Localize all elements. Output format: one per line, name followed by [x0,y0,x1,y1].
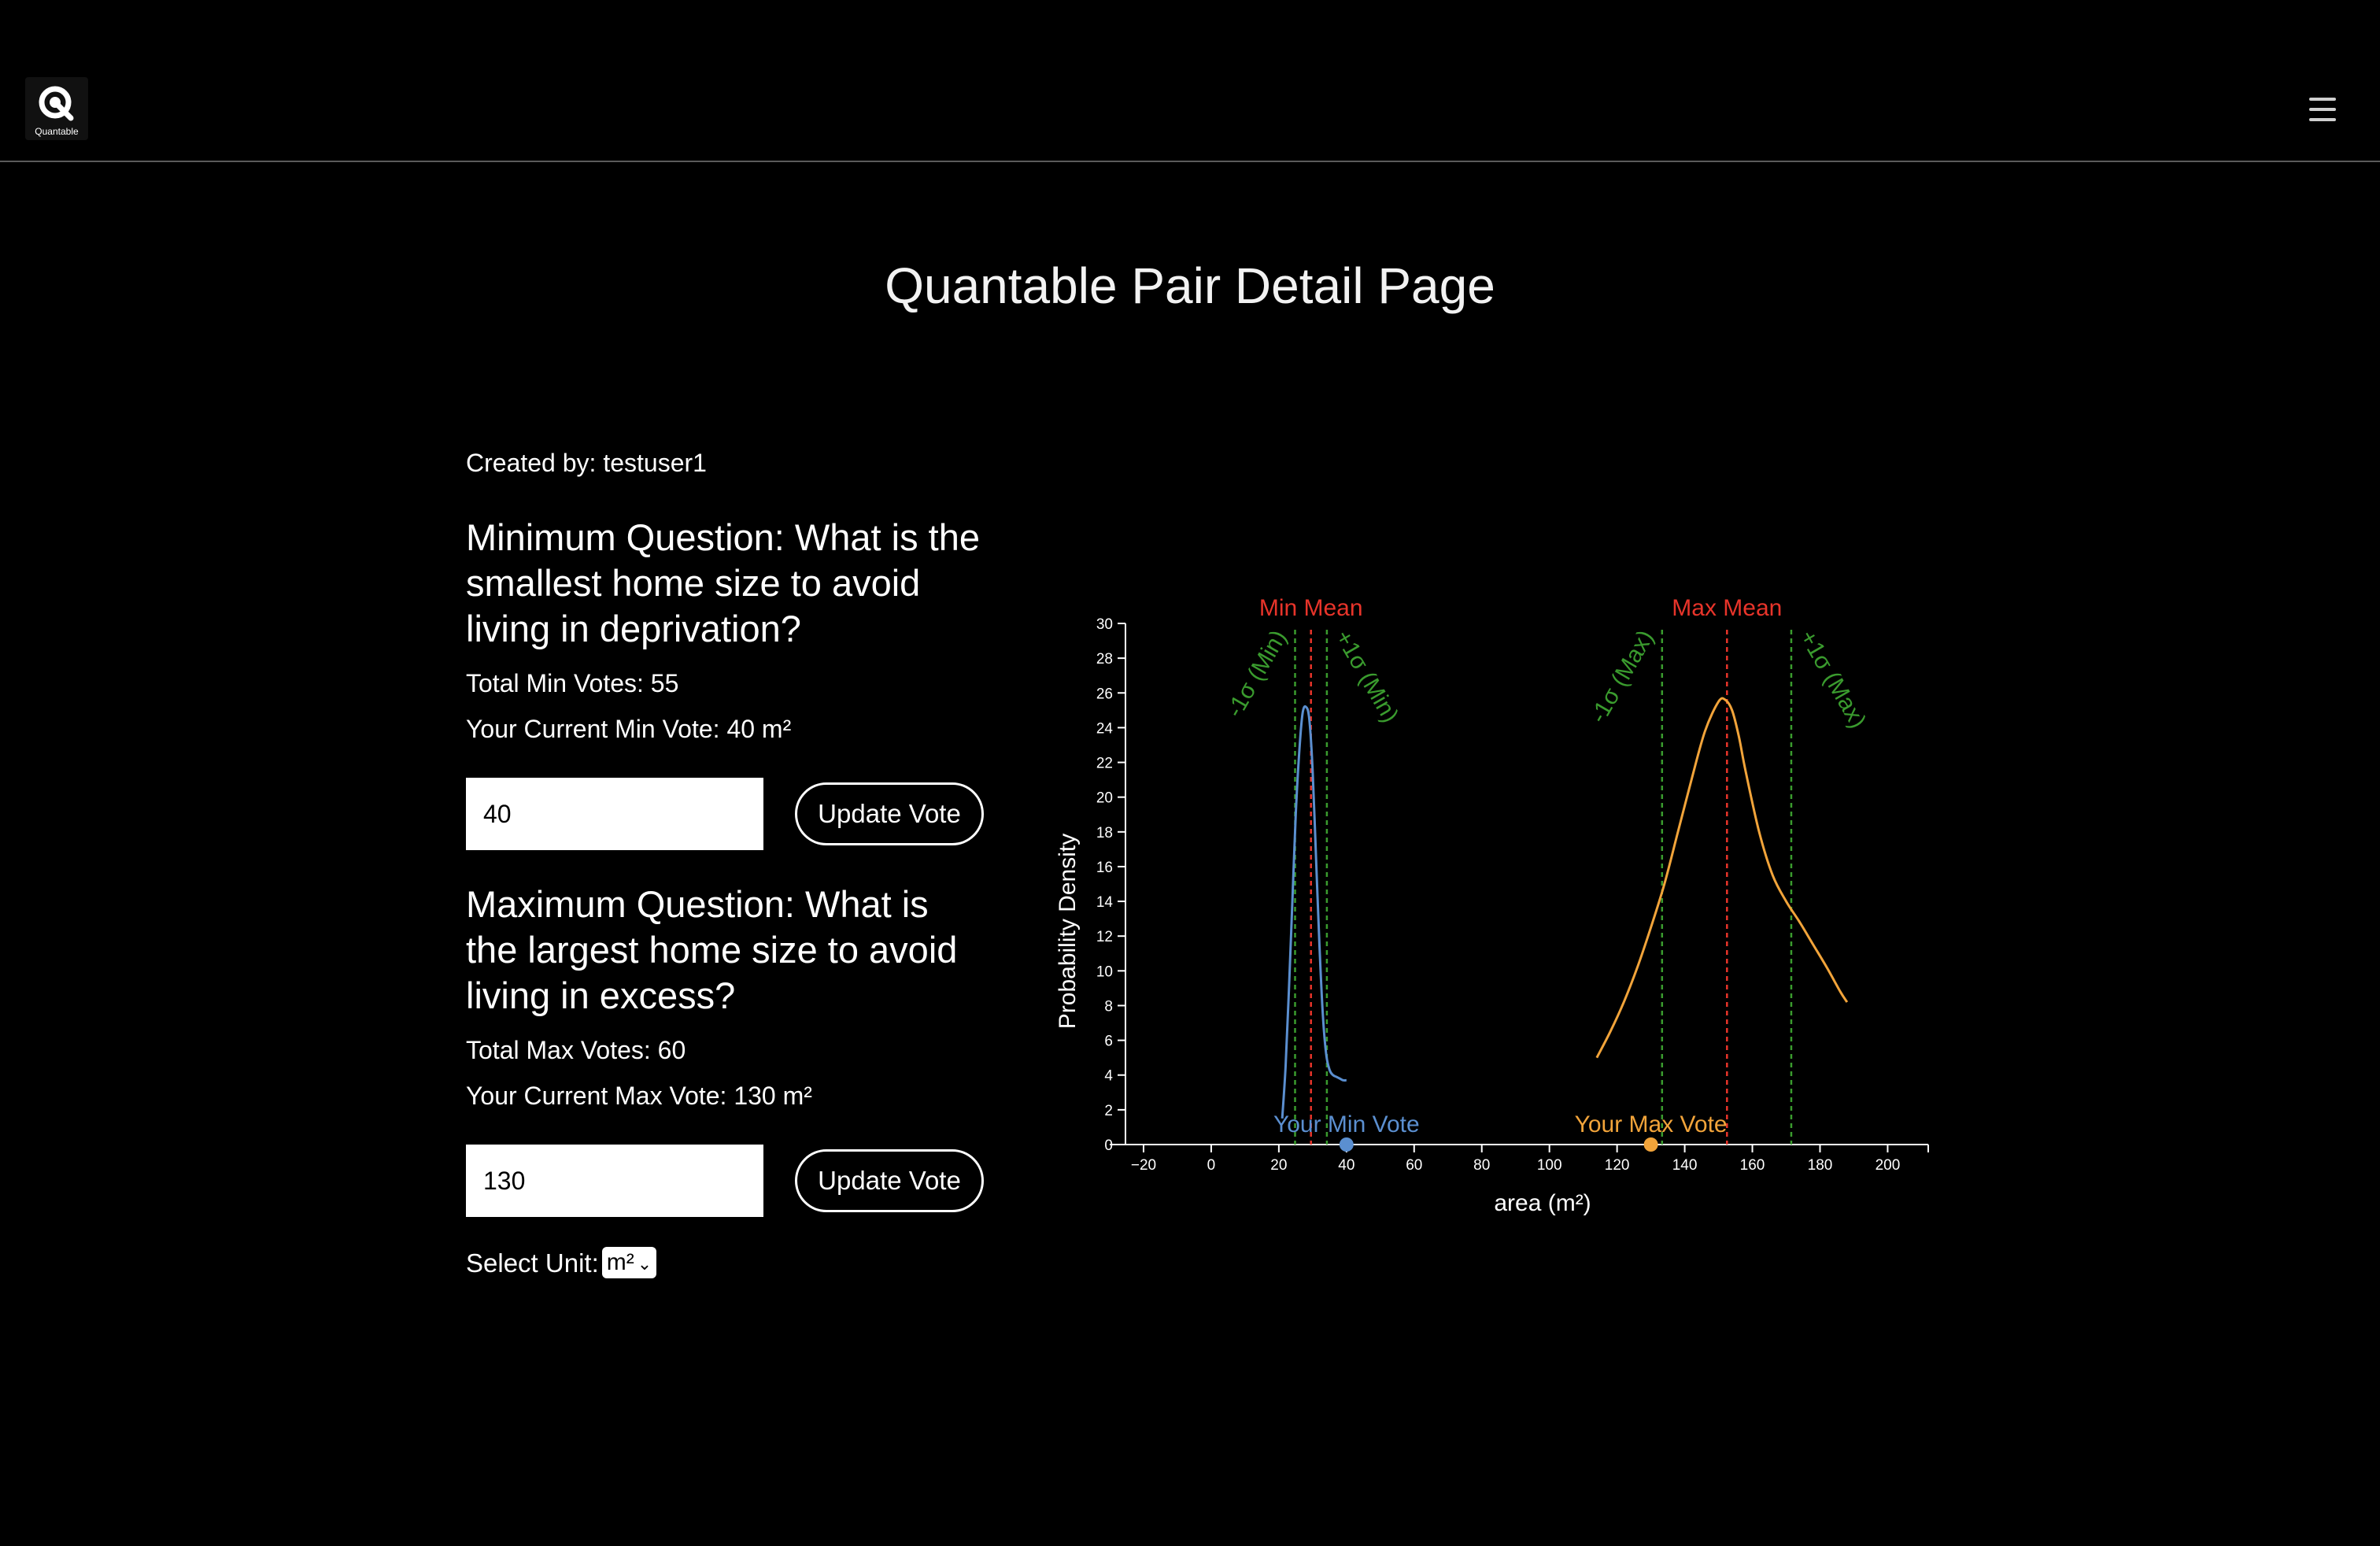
top-navigation-bar: Quantable [0,0,2380,162]
x-tick-label: 80 [1473,1157,1490,1174]
unit-selected-value: m² [606,1249,634,1276]
vote-label: Your Max Vote [1575,1111,1728,1137]
chevron-down-icon: ⌄ [637,1254,652,1274]
y-tick-label: 28 [1096,651,1113,668]
unit-label: Select Unit: [466,1248,599,1278]
mean-label: Max Mean [1672,595,1782,621]
vote-marker [1339,1137,1354,1152]
y-tick-label: 0 [1104,1137,1113,1154]
sigma-label: +1σ (Max) [1794,626,1871,733]
y-tick-label: 4 [1104,1068,1113,1085]
unit-select[interactable]: m² ⌄ [601,1247,657,1279]
y-tick-label: 26 [1096,686,1113,702]
sigma-label: +1σ (Min) [1330,626,1403,727]
max-vote-input[interactable] [466,1145,763,1217]
y-tick-label: 14 [1096,894,1114,911]
max-density-curve [1595,697,1849,1059]
x-tick-label: 160 [1740,1157,1765,1174]
min-density-curve [1281,705,1347,1119]
unit-selector-row: Select Unit: m² ⌄ [466,1247,657,1281]
y-tick-label: 20 [1096,790,1113,807]
x-tick-label: 0 [1207,1157,1216,1174]
mean-label: Min Mean [1259,595,1363,621]
y-tick-label: 6 [1104,1034,1113,1050]
logo-text: Quantable [35,126,79,137]
update-min-vote-button[interactable]: Update Vote [795,782,984,845]
sigma-label: -1σ (Max) [1585,626,1659,727]
sigma-label: -1σ (Min) [1221,626,1292,722]
y-tick-label: 24 [1096,720,1114,737]
y-axis-label: Probability Density [1055,834,1081,1029]
quantable-q-logo-icon[interactable]: Quantable [25,77,88,140]
page-title: Quantable Pair Detail Page [885,257,1495,314]
y-tick-label: 10 [1096,963,1113,980]
x-tick-label: 140 [1672,1157,1698,1174]
vote-label: Your Min Vote [1273,1111,1420,1137]
y-tick-label: 16 [1096,860,1113,876]
x-tick-label: 120 [1605,1157,1630,1174]
current-max-vote: Your Current Max Vote: 130 m² [466,1082,812,1110]
x-tick-label: 60 [1406,1157,1422,1174]
y-tick-label: 30 [1096,616,1113,633]
x-tick-label: 40 [1338,1157,1354,1174]
min-vote-input[interactable] [466,778,763,850]
y-tick-label: 12 [1096,929,1113,945]
vote-marker [1643,1137,1658,1152]
total-max-votes: Total Max Votes: 60 [466,1036,686,1064]
x-tick-label: −20 [1131,1157,1156,1174]
x-axis-label: area (m²) [1494,1190,1591,1216]
x-tick-label: 20 [1270,1157,1287,1174]
probability-density-chart: −20 0 20 40 60 80 100 120 140 160 180 2000246810121… [1055,595,1929,1216]
min-question-text: Minimum Question: What is the smallest h… [466,516,980,649]
total-min-votes: Total Min Votes: 55 [466,669,679,697]
hamburger-menu-icon[interactable] [2309,98,2338,123]
x-tick-label: 180 [1808,1157,1833,1174]
y-tick-label: 2 [1104,1103,1113,1119]
x-tick-label: 200 [1876,1157,1901,1174]
y-tick-label: 18 [1096,825,1113,841]
current-min-vote: Your Current Min Vote: 40 m² [466,715,792,743]
y-tick-label: 8 [1104,998,1113,1015]
max-question-text: Maximum Question: What is the largest ho… [466,883,958,1016]
created-by-text: Created by: testuser1 [466,449,707,477]
y-tick-label: 22 [1096,756,1113,772]
update-max-vote-button[interactable]: Update Vote [795,1149,984,1212]
x-tick-label: 100 [1537,1157,1562,1174]
